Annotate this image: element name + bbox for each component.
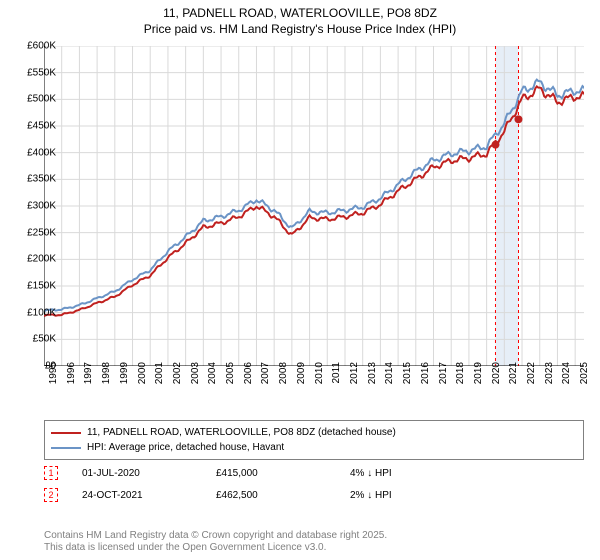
footer-line-2: This data is licensed under the Open Gov… [44, 542, 387, 554]
x-tick-label: 2021 [508, 362, 519, 402]
datapoint-table: 1 01-JUL-2020 £415,000 4% ↓ HPI 2 24-OCT-2021… [44, 462, 584, 506]
legend-swatch [51, 447, 81, 449]
datapoint-marker: 1 [44, 466, 58, 480]
x-tick-label: 2017 [438, 362, 449, 402]
datapoint-date: 01-JUL-2020 [82, 468, 192, 479]
title-line-2: Price paid vs. HM Land Registry's House … [0, 22, 600, 38]
datapoint-delta: 2% ↓ HPI [350, 490, 392, 501]
x-tick-label: 2006 [243, 362, 254, 402]
chart-container: 11, PADNELL ROAD, WATERLOOVILLE, PO8 8DZ… [0, 0, 600, 560]
legend: 11, PADNELL ROAD, WATERLOOVILLE, PO8 8DZ… [44, 420, 584, 460]
x-tick-label: 2005 [225, 362, 236, 402]
x-tick-label: 2024 [561, 362, 572, 402]
datapoint-delta: 4% ↓ HPI [350, 468, 392, 479]
x-tick-label: 2023 [544, 362, 555, 402]
line-chart [44, 46, 584, 366]
y-tick-label: £550K [6, 67, 56, 78]
x-tick-label: 2025 [579, 362, 590, 402]
y-tick-label: £150K [6, 281, 56, 292]
y-tick-label: £300K [6, 201, 56, 212]
x-tick-label: 2009 [296, 362, 307, 402]
y-tick-label: £250K [6, 227, 56, 238]
x-tick-label: 2011 [331, 362, 342, 402]
x-tick-label: 1998 [101, 362, 112, 402]
datapoint-row: 1 01-JUL-2020 £415,000 4% ↓ HPI [44, 462, 584, 484]
x-tick-label: 2004 [207, 362, 218, 402]
x-tick-label: 2012 [349, 362, 360, 402]
y-tick-label: £500K [6, 94, 56, 105]
x-tick-label: 2002 [172, 362, 183, 402]
y-tick-label: £350K [6, 174, 56, 185]
x-tick-label: 2007 [260, 362, 271, 402]
datapoint-price: £462,500 [216, 490, 326, 501]
chart-title: 11, PADNELL ROAD, WATERLOOVILLE, PO8 8DZ… [0, 0, 600, 37]
y-tick-label: £100K [6, 307, 56, 318]
x-tick-label: 2020 [491, 362, 502, 402]
x-tick-label: 1997 [83, 362, 94, 402]
y-tick-label: £600K [6, 41, 56, 52]
x-tick-label: 2000 [137, 362, 148, 402]
footer-attribution: Contains HM Land Registry data © Crown c… [44, 530, 387, 554]
legend-item: 11, PADNELL ROAD, WATERLOOVILLE, PO8 8DZ… [51, 425, 577, 440]
x-tick-label: 1995 [48, 362, 59, 402]
y-tick-label: £200K [6, 254, 56, 265]
x-tick-label: 2015 [402, 362, 413, 402]
y-tick-label: £450K [6, 121, 56, 132]
datapoint-marker: 2 [44, 488, 58, 502]
x-tick-label: 2019 [473, 362, 484, 402]
x-tick-label: 2022 [526, 362, 537, 402]
x-tick-label: 2001 [154, 362, 165, 402]
legend-label: HPI: Average price, detached house, Hava… [87, 440, 284, 455]
legend-label: 11, PADNELL ROAD, WATERLOOVILLE, PO8 8DZ… [87, 425, 396, 440]
x-tick-label: 2013 [367, 362, 378, 402]
chart-svg [44, 46, 584, 366]
x-tick-label: 2008 [278, 362, 289, 402]
datapoint-price: £415,000 [216, 468, 326, 479]
x-tick-label: 1999 [119, 362, 130, 402]
legend-item: HPI: Average price, detached house, Hava… [51, 440, 577, 455]
y-tick-label: £50K [6, 334, 56, 345]
y-tick-label: £400K [6, 147, 56, 158]
datapoint-row: 2 24-OCT-2021 £462,500 2% ↓ HPI [44, 484, 584, 506]
x-tick-label: 2010 [314, 362, 325, 402]
footer-line-1: Contains HM Land Registry data © Crown c… [44, 530, 387, 542]
x-tick-label: 2014 [384, 362, 395, 402]
title-line-1: 11, PADNELL ROAD, WATERLOOVILLE, PO8 8DZ [0, 6, 600, 22]
x-tick-label: 2018 [455, 362, 466, 402]
x-tick-label: 2003 [190, 362, 201, 402]
datapoint-date: 24-OCT-2021 [82, 490, 192, 501]
x-tick-label: 2016 [420, 362, 431, 402]
x-tick-label: 1996 [66, 362, 77, 402]
legend-swatch [51, 432, 81, 434]
